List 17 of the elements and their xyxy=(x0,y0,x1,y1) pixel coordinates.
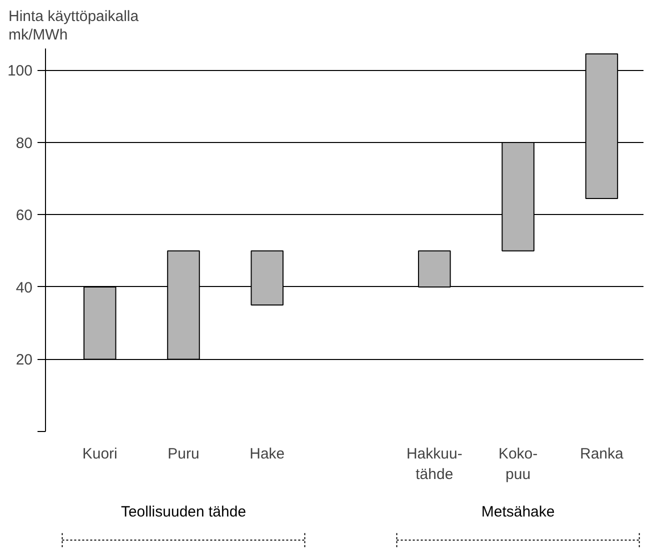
x-tick-label: Kuori xyxy=(82,446,118,462)
bar xyxy=(250,250,284,306)
y-tick-label: 60 xyxy=(16,207,33,224)
text: Metsähake xyxy=(481,504,555,521)
bar xyxy=(418,250,451,288)
bar xyxy=(502,142,534,252)
x-tick-label: Hake xyxy=(250,446,285,462)
y-tick-label: 80 xyxy=(16,134,33,152)
x-tick-label: Koko- puu xyxy=(498,446,538,483)
text: Teollisuuden tähde xyxy=(120,504,246,521)
y-tick-label: 100 xyxy=(7,62,33,80)
x-tick-label: Ranka xyxy=(580,446,624,462)
y-axis-title: Hinta käyttöpaikalla mk/MWh xyxy=(8,8,140,44)
y-tick-label: 20 xyxy=(16,352,33,369)
x-tick-label: Hakkuu- tähde xyxy=(406,446,462,483)
x-tick-label: Puru xyxy=(168,446,200,462)
y-tick-label: 40 xyxy=(16,279,33,296)
